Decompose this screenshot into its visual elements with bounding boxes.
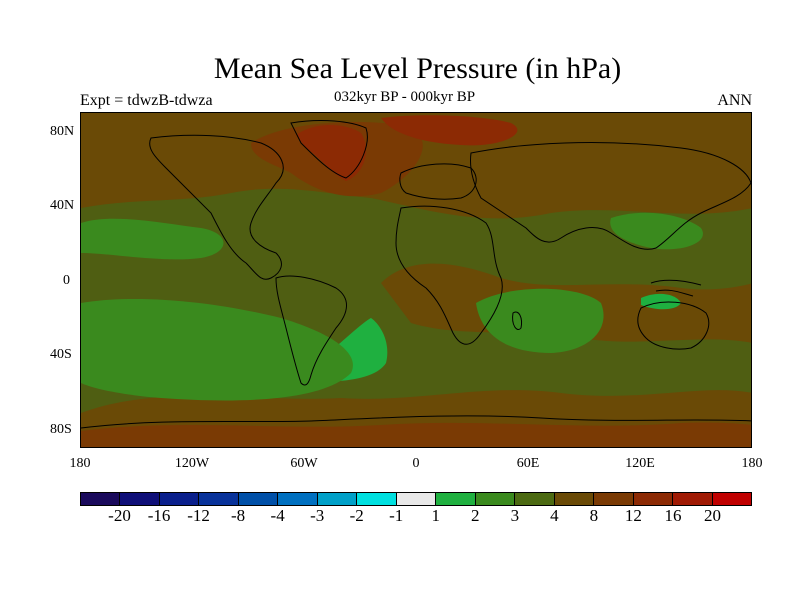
field-high-arctic: [381, 115, 518, 146]
lat-label-equator: 0: [63, 273, 70, 288]
colorbar-label-13: 12: [624, 506, 642, 525]
lon-label-60w: 60W: [290, 456, 318, 471]
colorbar-box-10: [475, 493, 516, 505]
colorbar-box-16: [712, 493, 751, 505]
season-label: ANN: [717, 92, 752, 109]
colorbar-box-4: [238, 493, 279, 505]
coast-indonesia: [650, 279, 702, 297]
colorbar-box-5: [278, 493, 318, 505]
colorbar: [80, 492, 752, 506]
colorbar-label-4: -4: [270, 506, 285, 525]
colorbar-box-12: [554, 493, 595, 505]
coast-greenland: [290, 120, 368, 179]
coast-australia: [637, 301, 710, 350]
lat-label-40s: 40S: [50, 347, 72, 362]
colorbar-box-6: [317, 493, 358, 505]
lat-label-40n: 40N: [50, 198, 75, 213]
pressure-map: [80, 112, 752, 448]
colorbar-box-1: [120, 493, 160, 505]
colorbar-label-14: 16: [664, 506, 682, 525]
colorbar-box-7: [357, 493, 397, 505]
lon-label-180e: 180: [741, 456, 763, 471]
chart-title: Mean Sea Level Pressure (in hPa): [213, 52, 622, 85]
map-canvas: [81, 113, 751, 447]
colorbar-label-6: -2: [349, 506, 364, 525]
colorbar-box-11: [515, 493, 555, 505]
field-zone-north-brown: [81, 113, 751, 219]
colorbar-label-1: -16: [147, 506, 171, 525]
field-mid-green-north-pacific: [81, 218, 224, 260]
colorbar-label-12: 8: [589, 506, 599, 525]
colorbar-box-14: [633, 493, 674, 505]
coast-south-america: [275, 275, 347, 386]
colorbar-box-3: [199, 493, 239, 505]
lon-label-0: 0: [412, 456, 420, 471]
experiment-label: Expt = tdwzB-tdwza: [80, 92, 213, 109]
colorbar-label-3: -8: [231, 506, 246, 525]
coast-eurasia: [470, 142, 751, 250]
colorbar-label-5: -3: [310, 506, 325, 525]
coast-africa: [395, 205, 503, 345]
field-low-australia: [641, 293, 681, 310]
colorbar-box-0: [81, 493, 121, 505]
coast-madagascar: [512, 311, 522, 330]
lon-label-120e: 120E: [625, 456, 655, 471]
colorbar-label-0: -20: [108, 506, 131, 525]
lat-label-80n: 80N: [50, 124, 75, 139]
colorbar-box-15: [673, 493, 713, 505]
field-high-greenland: [296, 125, 366, 181]
colorbar-box-9: [436, 493, 476, 505]
coastlines: [81, 120, 751, 429]
colorbar-label-10: 3: [510, 506, 520, 525]
colorbar-label-15: 20: [703, 506, 721, 525]
colorbar-box-8: [396, 493, 437, 505]
lat-label-80s: 80S: [50, 422, 72, 437]
colorbar-label-9: 2: [471, 506, 480, 525]
lon-label-60e: 60E: [516, 456, 540, 471]
field-mid-green-asia: [610, 212, 703, 250]
colorbar-box-13: [594, 493, 634, 505]
field-zone-antarctic-band: [81, 422, 751, 447]
colorbar-label-2: -12: [187, 506, 210, 525]
lon-label-120w: 120W: [174, 456, 210, 471]
field-mid-green-indian: [476, 288, 604, 353]
colorbar-label-7: -1: [389, 506, 404, 525]
lon-label-180w: 180: [69, 456, 91, 471]
colorbar-label-8: 1: [431, 506, 441, 525]
coast-antarctica: [81, 415, 751, 429]
coast-europe: [399, 163, 477, 200]
coast-north-america: [149, 134, 284, 280]
colorbar-label-11: 4: [550, 506, 559, 525]
period-label: 032kyr BP - 000kyr BP: [334, 89, 476, 105]
colorbar-box-2: [159, 493, 200, 505]
